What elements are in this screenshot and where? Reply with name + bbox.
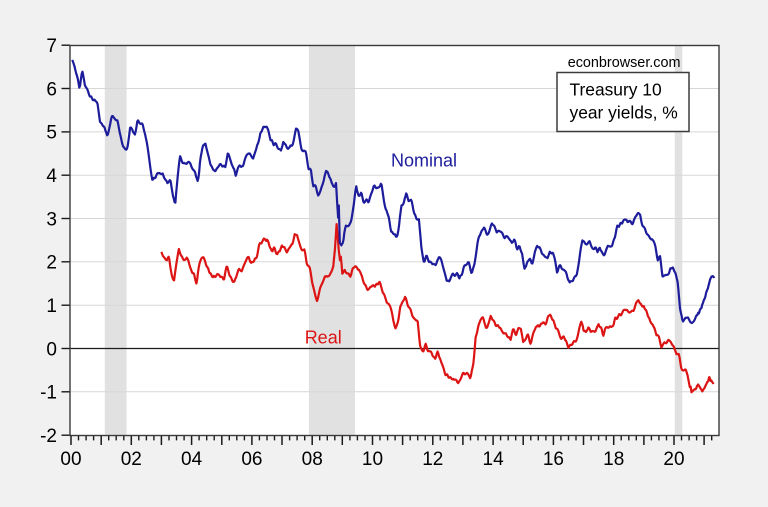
svg-text:3: 3 xyxy=(46,209,57,230)
svg-text:Real: Real xyxy=(305,328,342,348)
svg-text:5: 5 xyxy=(46,123,57,144)
svg-text:10: 10 xyxy=(362,449,383,470)
svg-text:4: 4 xyxy=(46,166,57,187)
svg-text:7: 7 xyxy=(46,36,57,57)
svg-text:18: 18 xyxy=(603,449,624,470)
svg-text:6: 6 xyxy=(46,79,57,100)
svg-text:2: 2 xyxy=(46,253,57,274)
svg-text:econbrowser.com: econbrowser.com xyxy=(568,55,681,71)
svg-text:-2: -2 xyxy=(40,426,57,447)
svg-text:00: 00 xyxy=(60,449,81,470)
svg-text:02: 02 xyxy=(121,449,142,470)
svg-text:0: 0 xyxy=(46,339,57,360)
svg-text:08: 08 xyxy=(302,449,323,470)
svg-text:1: 1 xyxy=(46,296,57,317)
svg-text:14: 14 xyxy=(483,449,505,470)
svg-text:year yields, %: year yields, % xyxy=(570,102,678,122)
svg-text:Nominal: Nominal xyxy=(391,151,457,171)
svg-text:16: 16 xyxy=(543,449,564,470)
svg-text:-1: -1 xyxy=(40,383,57,404)
svg-text:Treasury 10: Treasury 10 xyxy=(570,80,662,100)
svg-text:04: 04 xyxy=(181,449,203,470)
svg-text:06: 06 xyxy=(241,449,262,470)
svg-text:12: 12 xyxy=(422,449,443,470)
svg-text:20: 20 xyxy=(663,449,684,470)
